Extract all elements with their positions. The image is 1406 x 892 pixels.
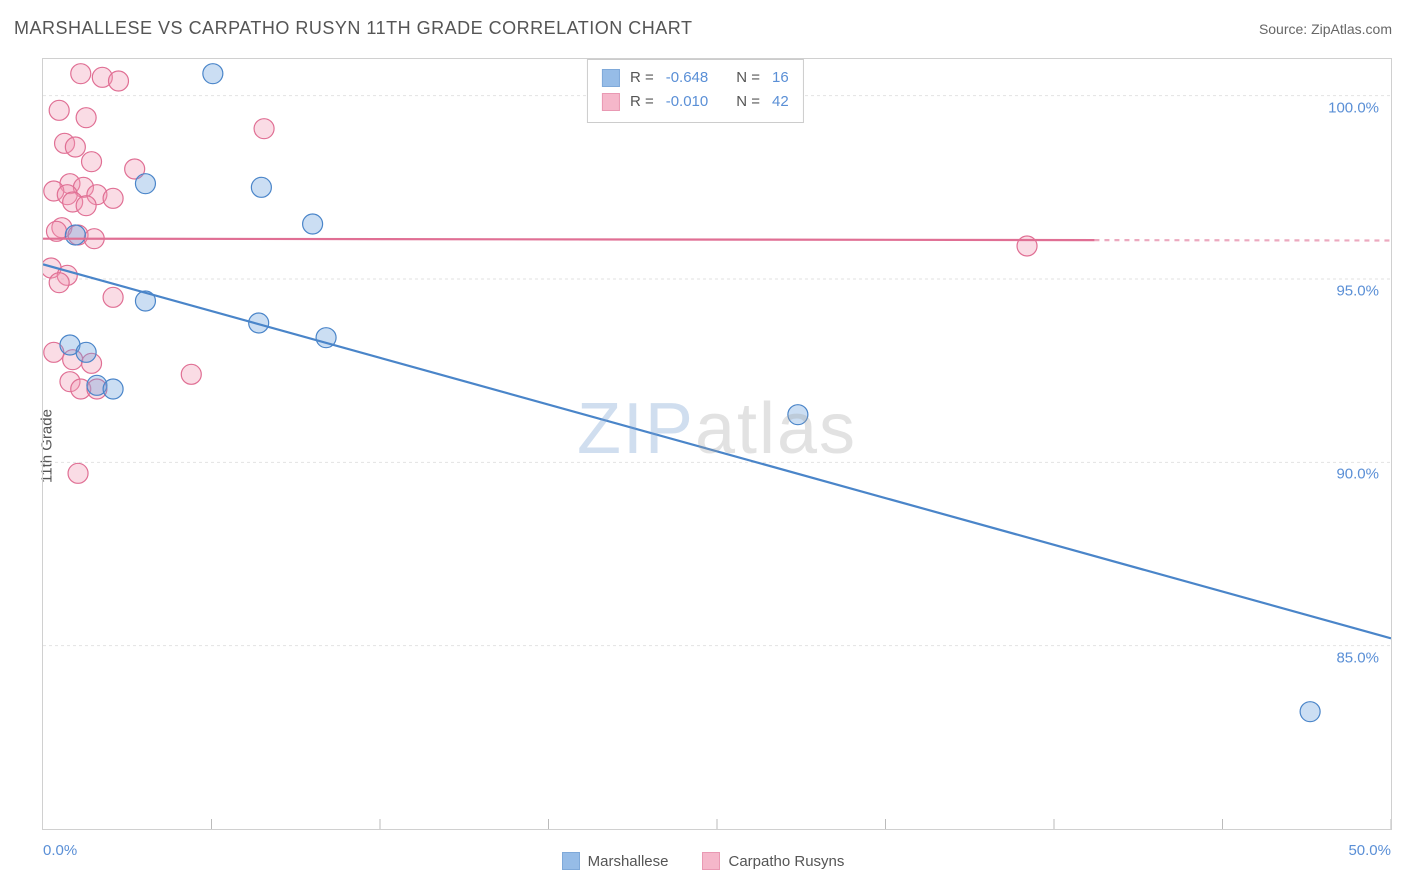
- stats-box: R = -0.648 N = 16 R = -0.010 N = 42: [587, 59, 804, 123]
- bottom-legend: Marshallese Carpatho Rusyns: [0, 852, 1406, 870]
- stat-n-value: 42: [772, 90, 789, 114]
- stat-r-label: R =: [630, 66, 654, 90]
- stat-n-value: 16: [772, 66, 789, 90]
- y-tick-label: 95.0%: [1336, 283, 1379, 300]
- y-tick-label: 100.0%: [1328, 99, 1379, 116]
- y-tick-label: 90.0%: [1336, 466, 1379, 483]
- stat-n-label: N =: [736, 90, 760, 114]
- legend-label: Marshallese: [588, 853, 669, 870]
- stats-row-series-0: R = -0.648 N = 16: [602, 66, 789, 90]
- y-tick-label: 85.0%: [1336, 649, 1379, 666]
- legend-item-series-0: Marshallese: [562, 852, 669, 870]
- swatch-icon: [702, 852, 720, 870]
- swatch-icon: [602, 69, 620, 87]
- swatch-icon: [562, 852, 580, 870]
- stat-r-value: -0.010: [666, 90, 709, 114]
- stat-n-label: N =: [736, 66, 760, 90]
- stat-r-value: -0.648: [666, 66, 709, 90]
- stat-r-label: R =: [630, 90, 654, 114]
- chart-title: MARSHALLESE VS CARPATHO RUSYN 11TH GRADE…: [14, 18, 692, 39]
- swatch-icon: [602, 93, 620, 111]
- plot-area: ZIPatlas R = -0.648 N = 16 R = -0.010 N …: [42, 58, 1392, 830]
- source-label: Source: ZipAtlas.com: [1259, 21, 1392, 37]
- legend-label: Carpatho Rusyns: [728, 853, 844, 870]
- legend-item-series-1: Carpatho Rusyns: [702, 852, 844, 870]
- stats-row-series-1: R = -0.010 N = 42: [602, 90, 789, 114]
- scatter-plot-svg: [43, 59, 1391, 829]
